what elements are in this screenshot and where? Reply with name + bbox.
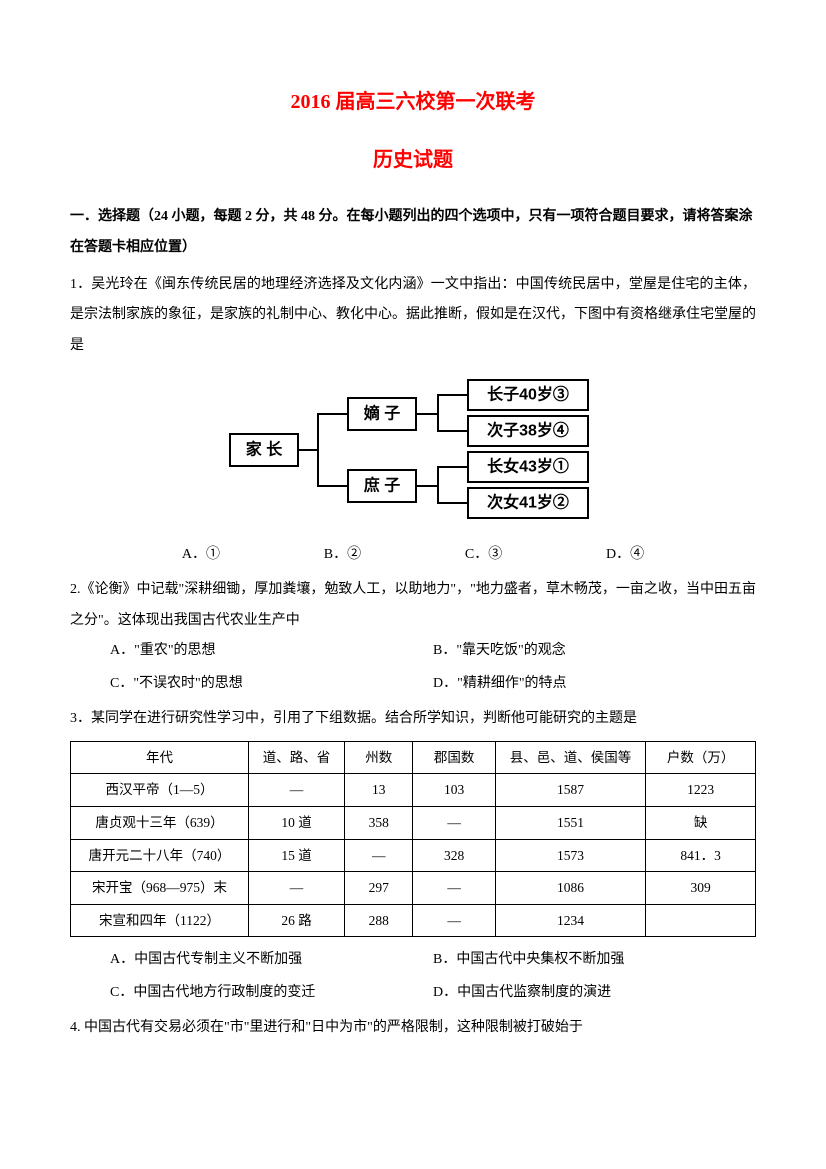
- tree-leaf-1: 次子38岁④: [487, 420, 569, 439]
- tree-leaf-3: 次女41岁②: [487, 492, 569, 511]
- exam-title-sub: 历史试题: [70, 138, 756, 182]
- q2-opt-b: B．"靠天吃饭"的观念: [433, 636, 756, 667]
- tree-leaf-2: 长女43岁①: [487, 456, 569, 475]
- q3-text: 3．某同学在进行研究性学习中，引用了下组数据。结合所学知识，判断他可能研究的主题…: [70, 704, 756, 735]
- table-cell: 841．3: [646, 839, 756, 872]
- table-row: 唐贞观十三年（639）10 道358—1551缺: [71, 806, 756, 839]
- table-cell: 103: [413, 774, 495, 807]
- table-cell: 宋宣和四年（1122）: [71, 904, 249, 937]
- table-cell: [646, 904, 756, 937]
- q1-opt-a: A．①: [182, 540, 220, 571]
- q3-options: A．中国古代专制主义不断加强 B．中国古代中央集权不断加强 C．中国古代地方行政…: [70, 945, 756, 1009]
- exam-title-main: 2016 届高三六校第一次联考: [70, 80, 756, 124]
- table-cell: —: [344, 839, 413, 872]
- tree-mid-1: 庶 子: [364, 475, 400, 494]
- th-5: 户数（万）: [646, 741, 756, 774]
- table-cell: 1587: [495, 774, 646, 807]
- q3-table: 年代 道、路、省 州数 郡国数 县、邑、道、侯国等 户数（万） 西汉平帝（1—5…: [70, 741, 756, 938]
- q3-opt-b: B．中国古代中央集权不断加强: [433, 945, 756, 976]
- th-2: 州数: [344, 741, 413, 774]
- table-cell: 309: [646, 872, 756, 905]
- table-cell: 288: [344, 904, 413, 937]
- th-3: 郡国数: [413, 741, 495, 774]
- table-row: 宋开宝（968—975）末—297—1086309: [71, 872, 756, 905]
- table-cell: —: [413, 904, 495, 937]
- th-0: 年代: [71, 741, 249, 774]
- table-cell: 唐开元二十八年（740）: [71, 839, 249, 872]
- question-3: 3．某同学在进行研究性学习中，引用了下组数据。结合所学知识，判断他可能研究的主题…: [70, 704, 756, 1009]
- q2-opt-c: C．"不误农时"的思想: [110, 669, 433, 700]
- q2-opt-d: D．"精耕细作"的特点: [433, 669, 756, 700]
- th-4: 县、邑、道、侯国等: [495, 741, 646, 774]
- table-cell: —: [413, 806, 495, 839]
- table-header-row: 年代 道、路、省 州数 郡国数 县、邑、道、侯国等 户数（万）: [71, 741, 756, 774]
- table-cell: —: [249, 872, 345, 905]
- table-cell: 13: [344, 774, 413, 807]
- table-cell: 1223: [646, 774, 756, 807]
- q2-text: 2.《论衡》中记载"深耕细锄，厚加粪壤，勉致人工，以助地力"，"地力盛者，草木畅…: [70, 575, 756, 637]
- table-cell: 缺: [646, 806, 756, 839]
- q1-options: A．① B．② C．③ D．④: [70, 540, 756, 571]
- tree-leaf-0: 长子40岁③: [487, 384, 569, 403]
- section-header: 一．选择题（24 小题，每题 2 分，共 48 分。在每小题列出的四个选项中，只…: [70, 202, 756, 264]
- table-cell: 宋开宝（968—975）末: [71, 872, 249, 905]
- table-cell: 1551: [495, 806, 646, 839]
- question-4: 4. 中国古代有交易必须在"市"里进行和"日中为市"的严格限制，这种限制被打破始…: [70, 1013, 756, 1044]
- table-cell: —: [249, 774, 345, 807]
- table-row: 唐开元二十八年（740）15 道—3281573841．3: [71, 839, 756, 872]
- q1-opt-d: D．④: [606, 540, 644, 571]
- table-cell: 1086: [495, 872, 646, 905]
- q4-text: 4. 中国古代有交易必须在"市"里进行和"日中为市"的严格限制，这种限制被打破始…: [70, 1013, 756, 1044]
- family-tree-diagram: 家 长 嫡 子 庶 子 长子40岁③ 次子38岁④ 长女43岁① 次女41岁②: [228, 376, 598, 526]
- q3-opt-d: D．中国古代监察制度的演进: [433, 978, 756, 1009]
- table-cell: 15 道: [249, 839, 345, 872]
- q1-text: 1．吴光玲在《闽东传统民居的地理经济选择及文化内涵》一文中指出：中国传统民居中，…: [70, 270, 756, 362]
- tree-root: 家 长: [246, 439, 283, 458]
- q2-options: A．"重农"的思想 B．"靠天吃饭"的观念 C．"不误农时"的思想 D．"精耕细…: [70, 636, 756, 700]
- question-1: 1．吴光玲在《闽东传统民居的地理经济选择及文化内涵》一文中指出：中国传统民居中，…: [70, 270, 756, 571]
- table-cell: 297: [344, 872, 413, 905]
- table-cell: 358: [344, 806, 413, 839]
- table-cell: 1573: [495, 839, 646, 872]
- table-row: 宋宣和四年（1122）26 路288—1234: [71, 904, 756, 937]
- tree-mid-0: 嫡 子: [364, 403, 400, 422]
- question-2: 2.《论衡》中记载"深耕细锄，厚加粪壤，勉致人工，以助地力"，"地力盛者，草木畅…: [70, 575, 756, 700]
- q2-opt-a: A．"重农"的思想: [110, 636, 433, 667]
- table-cell: 10 道: [249, 806, 345, 839]
- q3-opt-a: A．中国古代专制主义不断加强: [110, 945, 433, 976]
- table-cell: 328: [413, 839, 495, 872]
- q1-opt-b: B．②: [324, 540, 361, 571]
- th-1: 道、路、省: [249, 741, 345, 774]
- table-cell: 西汉平帝（1—5）: [71, 774, 249, 807]
- table-cell: 26 路: [249, 904, 345, 937]
- table-cell: 1234: [495, 904, 646, 937]
- table-cell: —: [413, 872, 495, 905]
- q1-opt-c: C．③: [465, 540, 502, 571]
- q3-opt-c: C．中国古代地方行政制度的变迁: [110, 978, 433, 1009]
- table-cell: 唐贞观十三年（639）: [71, 806, 249, 839]
- table-row: 西汉平帝（1—5）—1310315871223: [71, 774, 756, 807]
